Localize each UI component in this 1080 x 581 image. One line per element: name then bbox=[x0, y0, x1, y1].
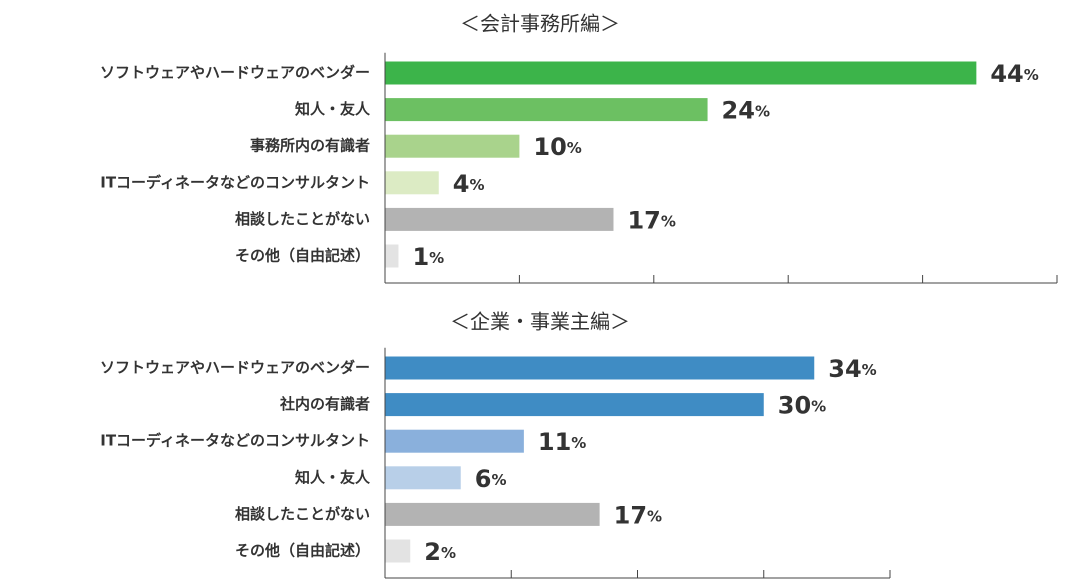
value-number: 24 bbox=[722, 97, 755, 125]
bar bbox=[385, 171, 439, 195]
category-label: 事務所内の有識者 bbox=[250, 137, 370, 155]
value-label: 30% bbox=[778, 392, 826, 420]
value-label: 4% bbox=[453, 170, 485, 198]
value-label: 17% bbox=[614, 501, 662, 529]
value-number: 17 bbox=[614, 501, 647, 529]
bar bbox=[385, 502, 600, 526]
value-label: 44% bbox=[990, 60, 1038, 88]
value-number: 6 bbox=[475, 465, 492, 493]
category-label: ITコーディネータなどのコンサルタント bbox=[100, 432, 370, 450]
value-label: 10% bbox=[533, 133, 581, 161]
value-unit: % bbox=[755, 102, 770, 120]
category-label: ITコーディネータなどのコンサルタント bbox=[100, 173, 370, 191]
bar bbox=[385, 207, 614, 231]
value-label: 11% bbox=[538, 428, 586, 456]
bar bbox=[385, 466, 461, 490]
category-label: ソフトウェアやハードウェアのベンダー bbox=[100, 359, 370, 377]
value-label: 24% bbox=[722, 97, 770, 125]
value-unit: % bbox=[571, 434, 586, 452]
value-number: 17 bbox=[627, 206, 660, 234]
value-number: 11 bbox=[538, 428, 571, 456]
category-label: ソフトウェアやハードウェアのベンダー bbox=[100, 64, 370, 82]
value-label: 6% bbox=[475, 465, 507, 493]
bar bbox=[385, 134, 520, 158]
category-label: 相談したことがない bbox=[235, 505, 370, 523]
bar bbox=[385, 429, 524, 453]
bar bbox=[385, 61, 977, 85]
value-number: 1 bbox=[412, 243, 429, 271]
value-unit: % bbox=[661, 212, 676, 230]
bar bbox=[385, 98, 708, 122]
value-unit: % bbox=[429, 249, 444, 267]
bar bbox=[385, 244, 399, 268]
value-label: 1% bbox=[412, 243, 444, 271]
value-unit: % bbox=[811, 397, 826, 415]
category-label: その他（自由記述） bbox=[235, 247, 370, 265]
value-number: 30 bbox=[778, 392, 811, 420]
category-label: 社内の有識者 bbox=[279, 395, 370, 413]
value-unit: % bbox=[862, 361, 877, 379]
value-number: 2 bbox=[424, 538, 441, 566]
value-number: 34 bbox=[828, 355, 861, 383]
category-label: 相談したことがない bbox=[235, 210, 370, 228]
category-label: 知人・友人 bbox=[295, 100, 371, 118]
value-number: 10 bbox=[533, 133, 566, 161]
value-label: 34% bbox=[828, 355, 876, 383]
category-label: その他（自由記述） bbox=[235, 542, 370, 560]
value-unit: % bbox=[441, 544, 456, 562]
value-unit: % bbox=[1024, 66, 1039, 84]
chart-title: ＜会計事務所編＞ bbox=[460, 12, 620, 36]
value-number: 44 bbox=[990, 60, 1023, 88]
value-unit: % bbox=[469, 175, 484, 193]
bar bbox=[385, 356, 815, 380]
chart-title: ＜企業・事業主編＞ bbox=[450, 310, 630, 334]
value-unit: % bbox=[567, 139, 582, 157]
value-label: 17% bbox=[627, 206, 675, 234]
bar bbox=[385, 393, 764, 417]
value-unit: % bbox=[647, 507, 662, 525]
value-unit: % bbox=[491, 470, 506, 488]
value-label: 2% bbox=[424, 538, 456, 566]
value-number: 4 bbox=[453, 170, 470, 198]
bar bbox=[385, 539, 411, 563]
category-label: 知人・友人 bbox=[295, 468, 371, 486]
